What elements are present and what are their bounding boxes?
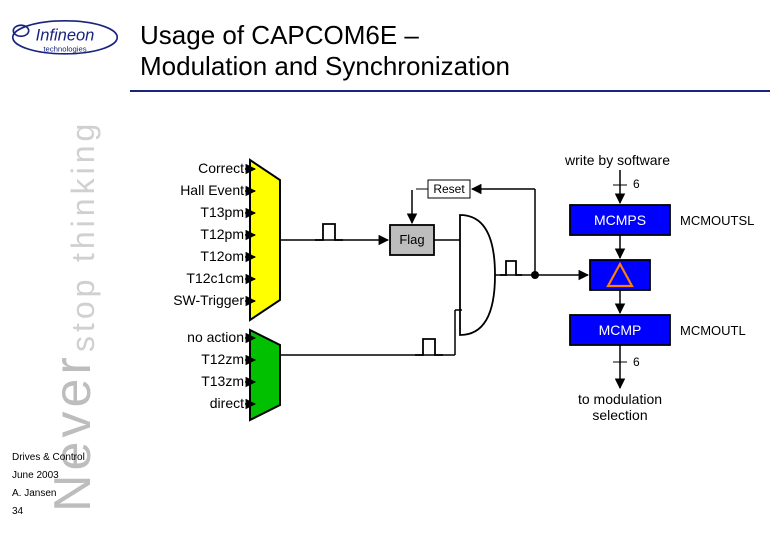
title-line2: Modulation and Synchronization — [140, 51, 510, 82]
reset-label: Reset — [433, 182, 465, 196]
page-title: Usage of CAPCOM6E – Modulation and Synch… — [140, 20, 510, 82]
bottom-label-1: to modulation — [578, 391, 662, 407]
pulse-icon — [315, 224, 343, 240]
mux1-in4: T12om — [200, 248, 244, 264]
write-label: write by software — [564, 152, 670, 168]
pulse-icon-2 — [415, 339, 443, 355]
bus6b: 6 — [633, 355, 640, 369]
mux1-in6: SW-Trigger — [173, 292, 244, 308]
pulse-icon-3 — [500, 261, 522, 275]
logo-sub: technologies — [43, 45, 86, 54]
reg2-label: MCMP — [599, 322, 642, 338]
title-line1: Usage of CAPCOM6E – — [140, 20, 510, 51]
footer: Drives & Control June 2003 A. Jansen 34 — [12, 450, 85, 522]
mux1-in2: T13pm — [200, 204, 244, 220]
logo-text: Infineon — [36, 27, 95, 45]
title-rule — [130, 90, 770, 92]
flag-label: Flag — [399, 232, 424, 247]
mux2-shape — [250, 330, 280, 420]
and-gate — [460, 215, 495, 335]
footer-page: 34 — [12, 504, 85, 520]
mux2-in2: T13zm — [201, 373, 244, 389]
diagram: Correct Hall Event T13pm T12pm T12om T12… — [140, 140, 760, 450]
logo: Infineon technologies — [10, 14, 120, 64]
footer-author: A. Jansen — [12, 486, 85, 502]
mux1-in0: Correct — [198, 160, 244, 176]
bottom-label-2: selection — [592, 407, 647, 423]
logo-svg: Infineon technologies — [10, 14, 120, 64]
reg1-out: MCMOUTSL — [680, 213, 754, 228]
mux2-in0: no action — [187, 329, 244, 345]
mux1-in3: T12pm — [200, 226, 244, 242]
reg2-out: MCMOUTL — [680, 323, 746, 338]
sidetext-stop: stop — [65, 276, 101, 352]
mux1-in1: Hall Event — [180, 182, 244, 198]
reg1-label: MCMPS — [594, 212, 646, 228]
bus6a: 6 — [633, 177, 640, 191]
footer-dept: Drives & Control — [12, 450, 85, 466]
mux2-in3: direct — [210, 395, 244, 411]
mux1-in5: T12c1cm — [186, 270, 244, 286]
footer-date: June 2003 — [12, 468, 85, 484]
mux1-group: Correct Hall Event T13pm T12pm T12om T12… — [173, 160, 280, 320]
mux1-shape — [250, 160, 280, 320]
mux2-in1: T12zm — [201, 351, 244, 367]
sidetext-thinking: thinking — [65, 120, 101, 262]
